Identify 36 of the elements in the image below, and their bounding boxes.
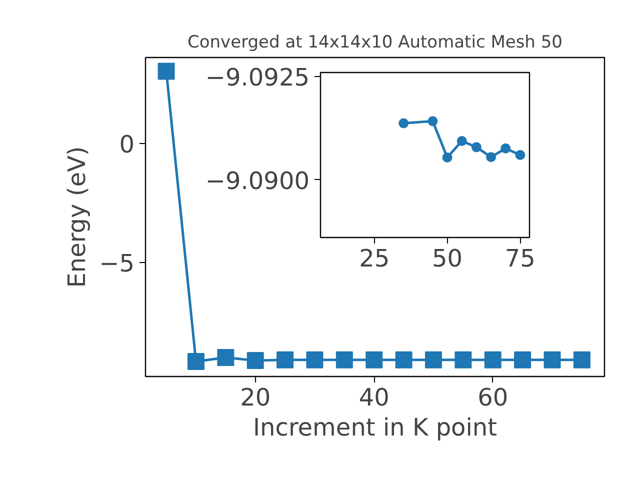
point — [395, 351, 412, 368]
point — [573, 351, 590, 368]
y-tick-label: −9.0900 — [205, 166, 310, 195]
point — [442, 152, 452, 162]
point — [484, 351, 502, 368]
point — [336, 351, 353, 368]
point — [428, 116, 438, 126]
chart-title: Converged at 14x14x10 Automatic Mesh 50 — [188, 32, 563, 52]
point — [158, 62, 175, 80]
point — [187, 353, 204, 370]
point — [515, 150, 526, 160]
point — [424, 351, 442, 368]
point — [366, 351, 383, 368]
point — [544, 351, 561, 368]
point — [486, 152, 496, 162]
x-tick-label: 25 — [359, 244, 390, 272]
x-tick-label: 40 — [358, 384, 390, 412]
x-tick-label: 75 — [504, 244, 536, 272]
point — [500, 143, 511, 154]
point — [306, 351, 324, 368]
point — [398, 118, 409, 128]
x-tick-label: 50 — [432, 244, 463, 272]
y-tick-label: 0 — [119, 130, 135, 158]
point — [454, 351, 472, 368]
y-axis-title: Energy (eV) — [63, 146, 92, 288]
point — [456, 136, 467, 146]
x-tick-label: 20 — [240, 384, 271, 412]
point — [514, 351, 532, 368]
point — [276, 351, 294, 368]
x-tick-label: 60 — [478, 384, 508, 412]
point — [471, 142, 482, 152]
y-tick-label: −9.0925 — [205, 64, 310, 92]
point — [246, 352, 264, 370]
point — [217, 348, 234, 366]
x-axis-title: Increment in K point — [252, 414, 498, 442]
y-tick-label: −5 — [99, 249, 135, 278]
